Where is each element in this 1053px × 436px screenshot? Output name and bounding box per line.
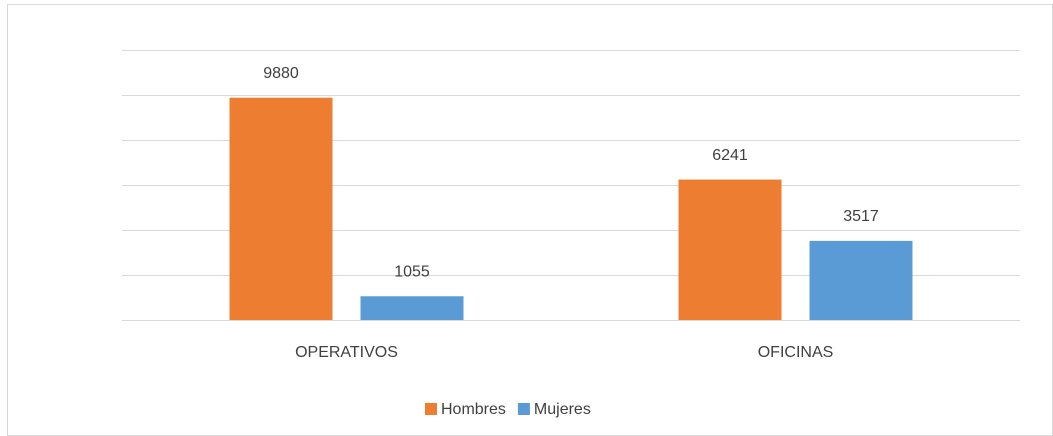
bar — [678, 179, 782, 320]
x-tick-label: OPERATIVOS — [295, 344, 398, 361]
data-label: 6241 — [712, 147, 748, 164]
bar — [229, 97, 333, 320]
legend-swatch — [425, 403, 437, 415]
legend-label: Hombres — [441, 401, 506, 418]
bar — [360, 296, 464, 320]
legend-swatch — [517, 403, 530, 415]
legend-label: Mujeres — [534, 401, 591, 418]
data-label: 3517 — [843, 208, 879, 225]
bar — [809, 240, 913, 320]
data-label: 1055 — [394, 263, 430, 280]
chart-border — [7, 4, 1053, 436]
data-label: 9880 — [263, 65, 299, 82]
x-tick-label: OFICINAS — [758, 344, 834, 361]
